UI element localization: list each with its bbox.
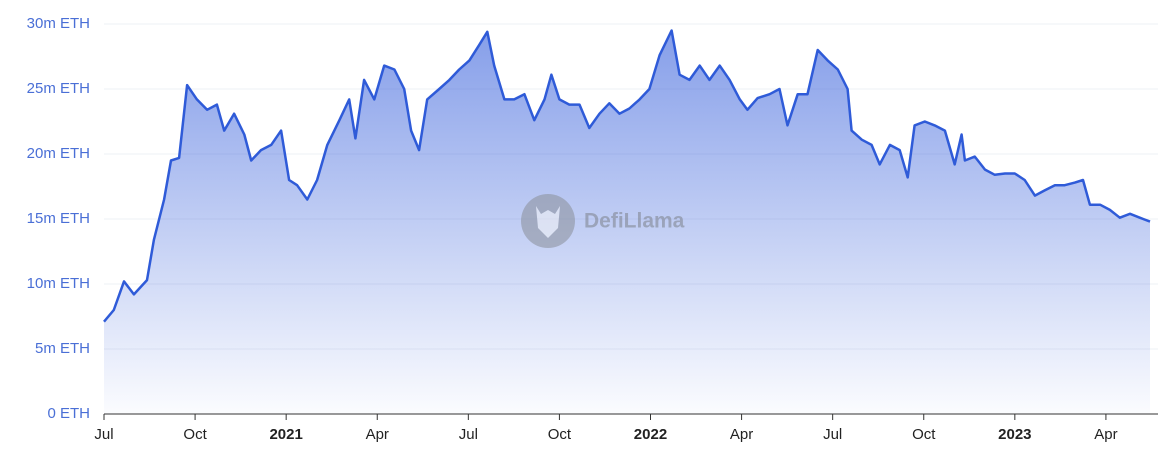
x-tick-label: Jul <box>823 426 842 443</box>
watermark: DefiLlama <box>521 194 685 248</box>
area-line <box>103 29 1151 323</box>
plot <box>103 29 1151 414</box>
y-tick-label: 20m ETH <box>27 145 90 162</box>
y-tick-label: 5m ETH <box>35 340 90 357</box>
axes: 0 ETH 5m ETH 10m ETH 15m ETH 20m ETH 25m ETH 3… <box>27 15 1158 443</box>
x-tick-label: Jul <box>94 426 113 443</box>
watermark-llama <box>536 206 560 238</box>
x-tick-label: Oct <box>548 426 572 443</box>
x-tick-label: 2022 <box>634 426 667 443</box>
area-fill <box>104 30 1150 414</box>
x-tick-label: Jul <box>459 426 478 443</box>
y-tick-label: 10m ETH <box>27 275 90 292</box>
x-tick-label: Apr <box>366 426 389 443</box>
x-tick-label: Oct <box>912 426 936 443</box>
x-tick-label: Apr <box>730 426 753 443</box>
x-tick-label: 2023 <box>998 426 1031 443</box>
x-tick-label: 2021 <box>269 426 302 443</box>
y-tick-label: 0 ETH <box>47 405 90 422</box>
watermark-text: DefiLlama <box>584 210 685 233</box>
y-tick-label: 30m ETH <box>27 15 90 32</box>
y-tick-label: 25m ETH <box>27 80 90 97</box>
x-tick-label: Apr <box>1094 426 1117 443</box>
y-tick-label: 15m ETH <box>27 210 90 227</box>
x-tick-label: Oct <box>183 426 207 443</box>
